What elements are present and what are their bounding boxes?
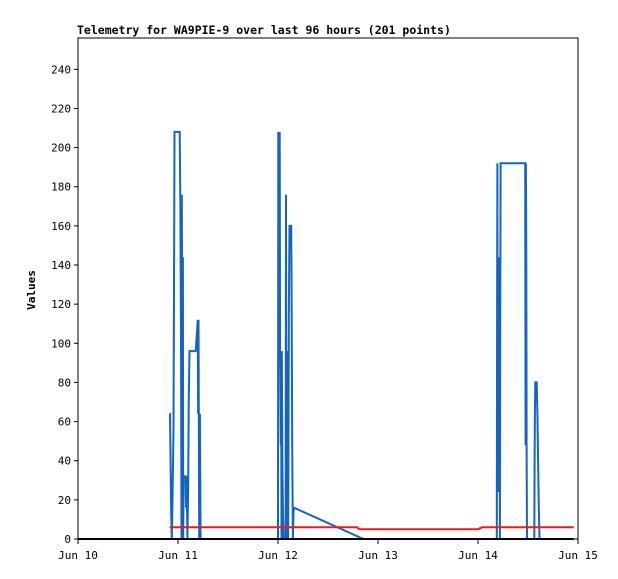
x-tick-label: Jun 10: [58, 549, 98, 562]
x-tick-label: Jun 15: [558, 549, 598, 562]
x-tick-label: Jun 12: [258, 549, 298, 562]
x-tick-label: Jun 14: [458, 549, 498, 562]
series-line-2: [228, 131, 364, 540]
plot-frame: [77, 37, 579, 540]
y-tick-label: 240: [51, 63, 71, 76]
y-tick-label: 140: [51, 259, 71, 272]
x-tick-label: Jun 13: [358, 549, 398, 562]
y-tick-label: 160: [51, 220, 71, 233]
chart-title: Telemetry for WA9PIE-9 over last 96 hour…: [77, 23, 451, 37]
y-tick-label: 0: [64, 533, 71, 546]
series-line-3: [495, 162, 541, 540]
y-axis-label: Values: [25, 270, 38, 310]
y-tick-label: 60: [58, 416, 71, 429]
y-axis: 0 20 40 60 80 100 120 140 160 180 200 220 240: [51, 63, 78, 546]
y-tick-label: 120: [51, 298, 71, 311]
series-line-1: [169, 130, 228, 540]
series-line-4: [169, 526, 574, 531]
x-axis: Jun 10 Jun 11 Jun 12 Jun 13 Jun 14 Jun 15: [58, 539, 598, 562]
y-tick-label: 220: [51, 102, 71, 115]
y-tick-label: 200: [51, 142, 71, 155]
y-tick-label: 100: [51, 337, 71, 350]
y-tick-label: 180: [51, 181, 71, 194]
plot-area: [78, 130, 574, 540]
y-tick-label: 20: [58, 494, 71, 507]
x-tick-label: Jun 11: [158, 549, 198, 562]
y-tick-label: 40: [58, 455, 71, 468]
y-tick-label: 80: [58, 376, 71, 389]
